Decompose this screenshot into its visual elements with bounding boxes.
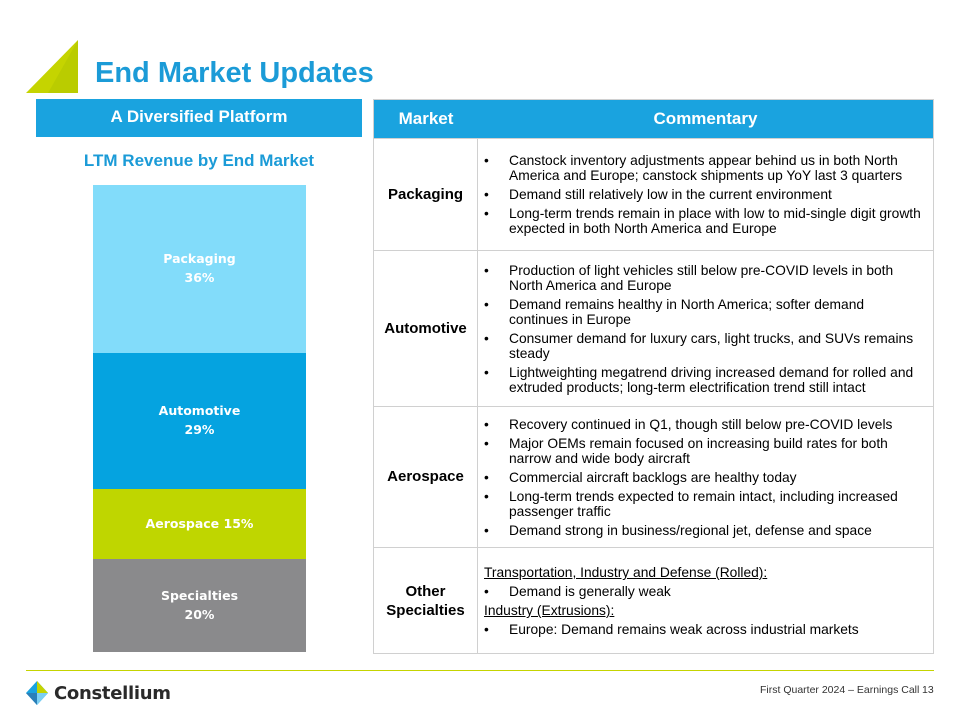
commentary-bullet: Lightweighting megatrend driving increas…: [484, 365, 925, 395]
commentary-cell: Canstock inventory adjustments appear be…: [478, 139, 933, 250]
commentary-bullet: Recovery continued in Q1, though still b…: [484, 417, 925, 432]
table-row: Packaging Canstock inventory adjustments …: [374, 138, 933, 250]
commentary-bullet: Long-term trends remain in place with lo…: [484, 206, 925, 236]
bar-segment-packaging: Packaging 36%: [93, 185, 306, 354]
bar-segment-aerospace: Aerospace 15%: [93, 488, 306, 559]
table-header: Market Commentary: [374, 100, 933, 138]
market-cell: Packaging: [374, 139, 478, 250]
chart-subtitle: LTM Revenue by End Market: [83, 151, 315, 170]
commentary-bullet: Commercial aircraft backlogs are healthy…: [484, 470, 925, 485]
page-number: 13: [922, 684, 934, 696]
market-label: Automotive: [384, 319, 467, 337]
market-table: Market Commentary Packaging Canstock inve…: [373, 99, 934, 654]
commentary-bullet: Canstock inventory adjustments appear be…: [484, 153, 925, 183]
commentary-cell: Recovery continued in Q1, though still b…: [478, 407, 933, 547]
market-label: Other Specialties: [386, 582, 465, 620]
bar-segment-automotive: Automotive 29%: [93, 353, 306, 489]
bar-label-automotive: Automotive 29%: [158, 403, 241, 438]
bar-label-packaging: Packaging 36%: [163, 251, 236, 286]
header-market: Market: [398, 109, 454, 128]
page-title: End Market Updates: [95, 57, 374, 89]
table-row: Aerospace Recovery continued in Q1, thoug…: [374, 406, 933, 547]
table-row: Other Specialties Transportation, Industr…: [374, 547, 933, 654]
commentary-bullet: Consumer demand for luxury cars, light t…: [484, 331, 925, 361]
market-label: Packaging: [387, 185, 464, 203]
footer-event: First Quarter 2024 – Earnings Call: [760, 684, 920, 696]
table-row: Automotive Production of light vehicles s…: [374, 250, 933, 406]
header-commentary: Commentary: [653, 109, 758, 128]
market-cell: Aerospace: [374, 407, 478, 547]
corner-triangle-icon: [26, 40, 78, 93]
constellium-logo: Constellium: [26, 681, 171, 705]
commentary-bullet: Production of light vehicles still below…: [484, 263, 925, 293]
commentary-bullet: Demand still relatively low in the curre…: [484, 187, 925, 202]
constellium-logo-icon: [26, 681, 48, 705]
commentary-bullet: Demand is generally weak: [484, 584, 925, 599]
commentary-bullet: Europe: Demand remains weak across indus…: [484, 622, 925, 637]
commentary-cell: Transportation, Industry and Defense (Ro…: [478, 548, 933, 654]
commentary-bullet: Major OEMs remain focused on increasing …: [484, 436, 925, 466]
commentary-heading: Transportation, Industry and Defense (Ro…: [484, 565, 768, 580]
commentary-bullet: Demand remains healthy in North America;…: [484, 297, 925, 327]
bar-segment-specialties: Specialties 20%: [93, 558, 306, 652]
commentary-cell: Production of light vehicles still below…: [478, 251, 933, 406]
market-cell: Automotive: [374, 251, 478, 406]
market-label: Aerospace: [387, 468, 464, 486]
footer-divider: [26, 670, 934, 671]
market-cell: Other Specialties: [374, 548, 478, 654]
revenue-stacked-bar: Packaging 36% Automotive 29% Aerospace 15%…: [93, 185, 306, 652]
bar-label-specialties: Specialties 20%: [160, 587, 239, 623]
logo-text: Constellium: [54, 682, 171, 704]
commentary-bullet: Demand strong in business/regional jet, …: [484, 523, 925, 538]
commentary-bullet: Long-term trends expected to remain inta…: [484, 489, 925, 519]
left-panel-header: A Diversified Platform: [36, 99, 362, 137]
commentary-heading: Industry (Extrusions):: [484, 603, 615, 618]
bar-label-aerospace: Aerospace 15%: [145, 515, 254, 531]
